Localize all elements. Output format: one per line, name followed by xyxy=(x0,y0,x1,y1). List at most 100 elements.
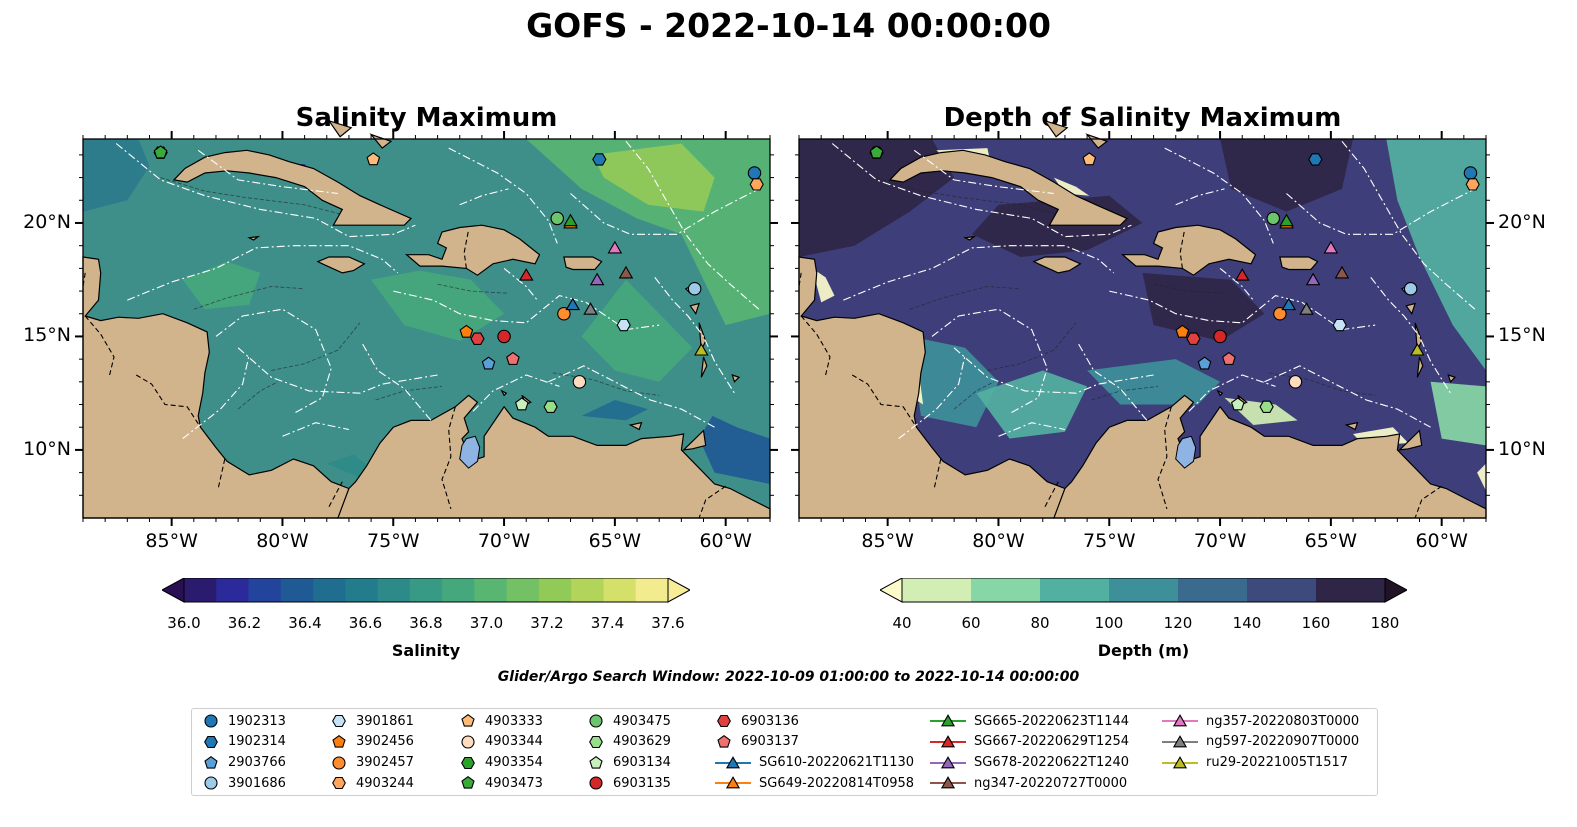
obs-marker-3901861 xyxy=(616,318,631,332)
legend-label: 1902314 xyxy=(228,734,286,750)
legend-item: 4903344 xyxy=(459,732,543,752)
obs-marker-3901686 xyxy=(1403,282,1418,296)
lon-tick-label: 70°W xyxy=(477,530,531,552)
colorbar-swatch xyxy=(571,578,604,602)
legend-marker-icon xyxy=(717,714,731,728)
legend-item: 6903137 xyxy=(715,732,799,752)
legend-marker-icon xyxy=(589,735,603,748)
legend-label: 3901686 xyxy=(228,775,286,791)
legend-label: ru29-20221005T1517 xyxy=(1206,755,1349,771)
legend-marker-6903134 xyxy=(589,755,603,769)
legend-item: SG649-20220814T0958 xyxy=(715,773,914,793)
legend-marker-sg610-20220621t1130 xyxy=(725,755,741,768)
bathymetry-contour xyxy=(1153,283,1225,294)
obs-marker-3902456 xyxy=(1175,324,1190,338)
legend-marker-icon xyxy=(717,734,731,748)
salinity-colorbar xyxy=(162,578,690,603)
legend-marker-icon xyxy=(589,755,603,769)
legend-label: 6903135 xyxy=(613,775,671,791)
bathymetry-contour xyxy=(437,283,509,294)
obs-marker-6903135 xyxy=(1213,329,1227,344)
obs-marker-4903475 xyxy=(550,211,565,226)
legend-label: ng597-20220907T0000 xyxy=(1206,734,1360,750)
eez-boundary xyxy=(115,143,416,238)
obs-marker-6903134 xyxy=(1230,397,1245,411)
obs-marker-sg667-20220629t1254 xyxy=(518,268,534,281)
lon-tick-label: 85°W xyxy=(861,530,914,552)
colorbar-swatch xyxy=(1109,578,1179,602)
search-window-note: Glider/Argo Search Window: 2022-10-09 01… xyxy=(497,669,1080,685)
colorbar-swatch xyxy=(280,578,314,602)
land-bahamas-1 xyxy=(1043,119,1069,138)
colorbar-extend-low xyxy=(162,578,185,603)
legend-label: 1902313 xyxy=(228,713,286,729)
legend-marker-3902457 xyxy=(332,756,346,770)
legend-marker-3901861 xyxy=(332,714,346,728)
colorbar-tick-label: 160 xyxy=(1301,614,1331,632)
legend-label: 4903629 xyxy=(613,734,671,750)
obs-marker-6903136 xyxy=(470,332,485,345)
map-frame xyxy=(798,138,1487,519)
eez-boundary xyxy=(459,188,509,206)
legend-label: ng347-20220727T0000 xyxy=(974,775,1128,791)
eez-boundary xyxy=(361,343,432,421)
legend-marker-3902456 xyxy=(332,734,346,748)
lake-maracaibo xyxy=(1175,435,1197,469)
land-cayman-1 xyxy=(247,235,261,241)
legend-marker-icon xyxy=(930,776,966,789)
obs-marker-1902313 xyxy=(747,166,762,180)
legend-marker-ru29-20221005t1517 xyxy=(1172,755,1188,768)
legend-marker-sg678-20220622t1240 xyxy=(940,755,956,768)
colorbar-frame xyxy=(901,578,1386,603)
legend-item: 3902457 xyxy=(330,753,414,773)
land-aruba xyxy=(1216,389,1224,397)
legend-item: ru29-20221005T1517 xyxy=(1162,753,1348,773)
land-little-isl-3 xyxy=(1414,322,1423,353)
field-region xyxy=(1053,177,1090,196)
legend-marker-icon xyxy=(589,714,603,728)
legend-marker-3901686 xyxy=(204,776,218,790)
obs-marker-ru29-20221005t1517 xyxy=(1410,343,1425,356)
field-region xyxy=(1142,272,1265,341)
land-hispaniola xyxy=(1120,224,1257,276)
lon-tick-label: 60°W xyxy=(699,530,752,552)
country-border xyxy=(441,406,456,510)
obs-marker-4903344 xyxy=(1288,375,1303,389)
colorbar-tick-label: 100 xyxy=(1094,614,1124,632)
land-south-america xyxy=(1053,394,1487,519)
land-cayman-1 xyxy=(963,235,977,241)
legend-marker-ng357-20220803t0000 xyxy=(1172,714,1188,727)
country-border xyxy=(933,458,942,489)
colorbar-tick-label: 37.4 xyxy=(590,614,625,632)
eez-boundary xyxy=(931,308,1048,415)
colorbar-tick-label: 40 xyxy=(892,614,912,632)
legend-marker-4903475 xyxy=(589,714,603,728)
legend-label: 6903134 xyxy=(613,755,671,771)
legend-marker-2903766 xyxy=(204,755,218,769)
country-border xyxy=(800,315,831,376)
colorbar-swatch xyxy=(442,578,475,602)
legend-item: 6903135 xyxy=(587,773,671,793)
country-border xyxy=(217,458,226,489)
obs-marker-sg610-20220621t1130 xyxy=(565,297,581,311)
land-puerto-rico xyxy=(563,256,603,271)
field-region xyxy=(812,268,835,303)
colorbar-extend-high xyxy=(1384,578,1407,603)
land-cuba xyxy=(888,149,1129,226)
bathymetry-contour xyxy=(271,322,361,371)
colorbar-swatch xyxy=(1178,578,1248,602)
legend-label: 6903137 xyxy=(741,734,799,750)
field-region xyxy=(371,270,505,341)
obs-marker-3901686 xyxy=(687,282,702,296)
country-border xyxy=(463,229,470,269)
obs-marker-sg678-20220622t1240 xyxy=(589,272,605,286)
colorbar-swatch xyxy=(1316,578,1386,602)
land-little-isl-5 xyxy=(1447,374,1457,383)
legend-item: 4903475 xyxy=(587,711,671,731)
eez-boundary xyxy=(1164,147,1274,244)
legend-item: ng597-20220907T0000 xyxy=(1162,732,1359,752)
land-bahamas-2 xyxy=(1085,133,1109,149)
colorbar-swatch xyxy=(1247,578,1317,602)
eez-boundary xyxy=(898,354,966,440)
bathymetry-contour xyxy=(1091,385,1159,401)
